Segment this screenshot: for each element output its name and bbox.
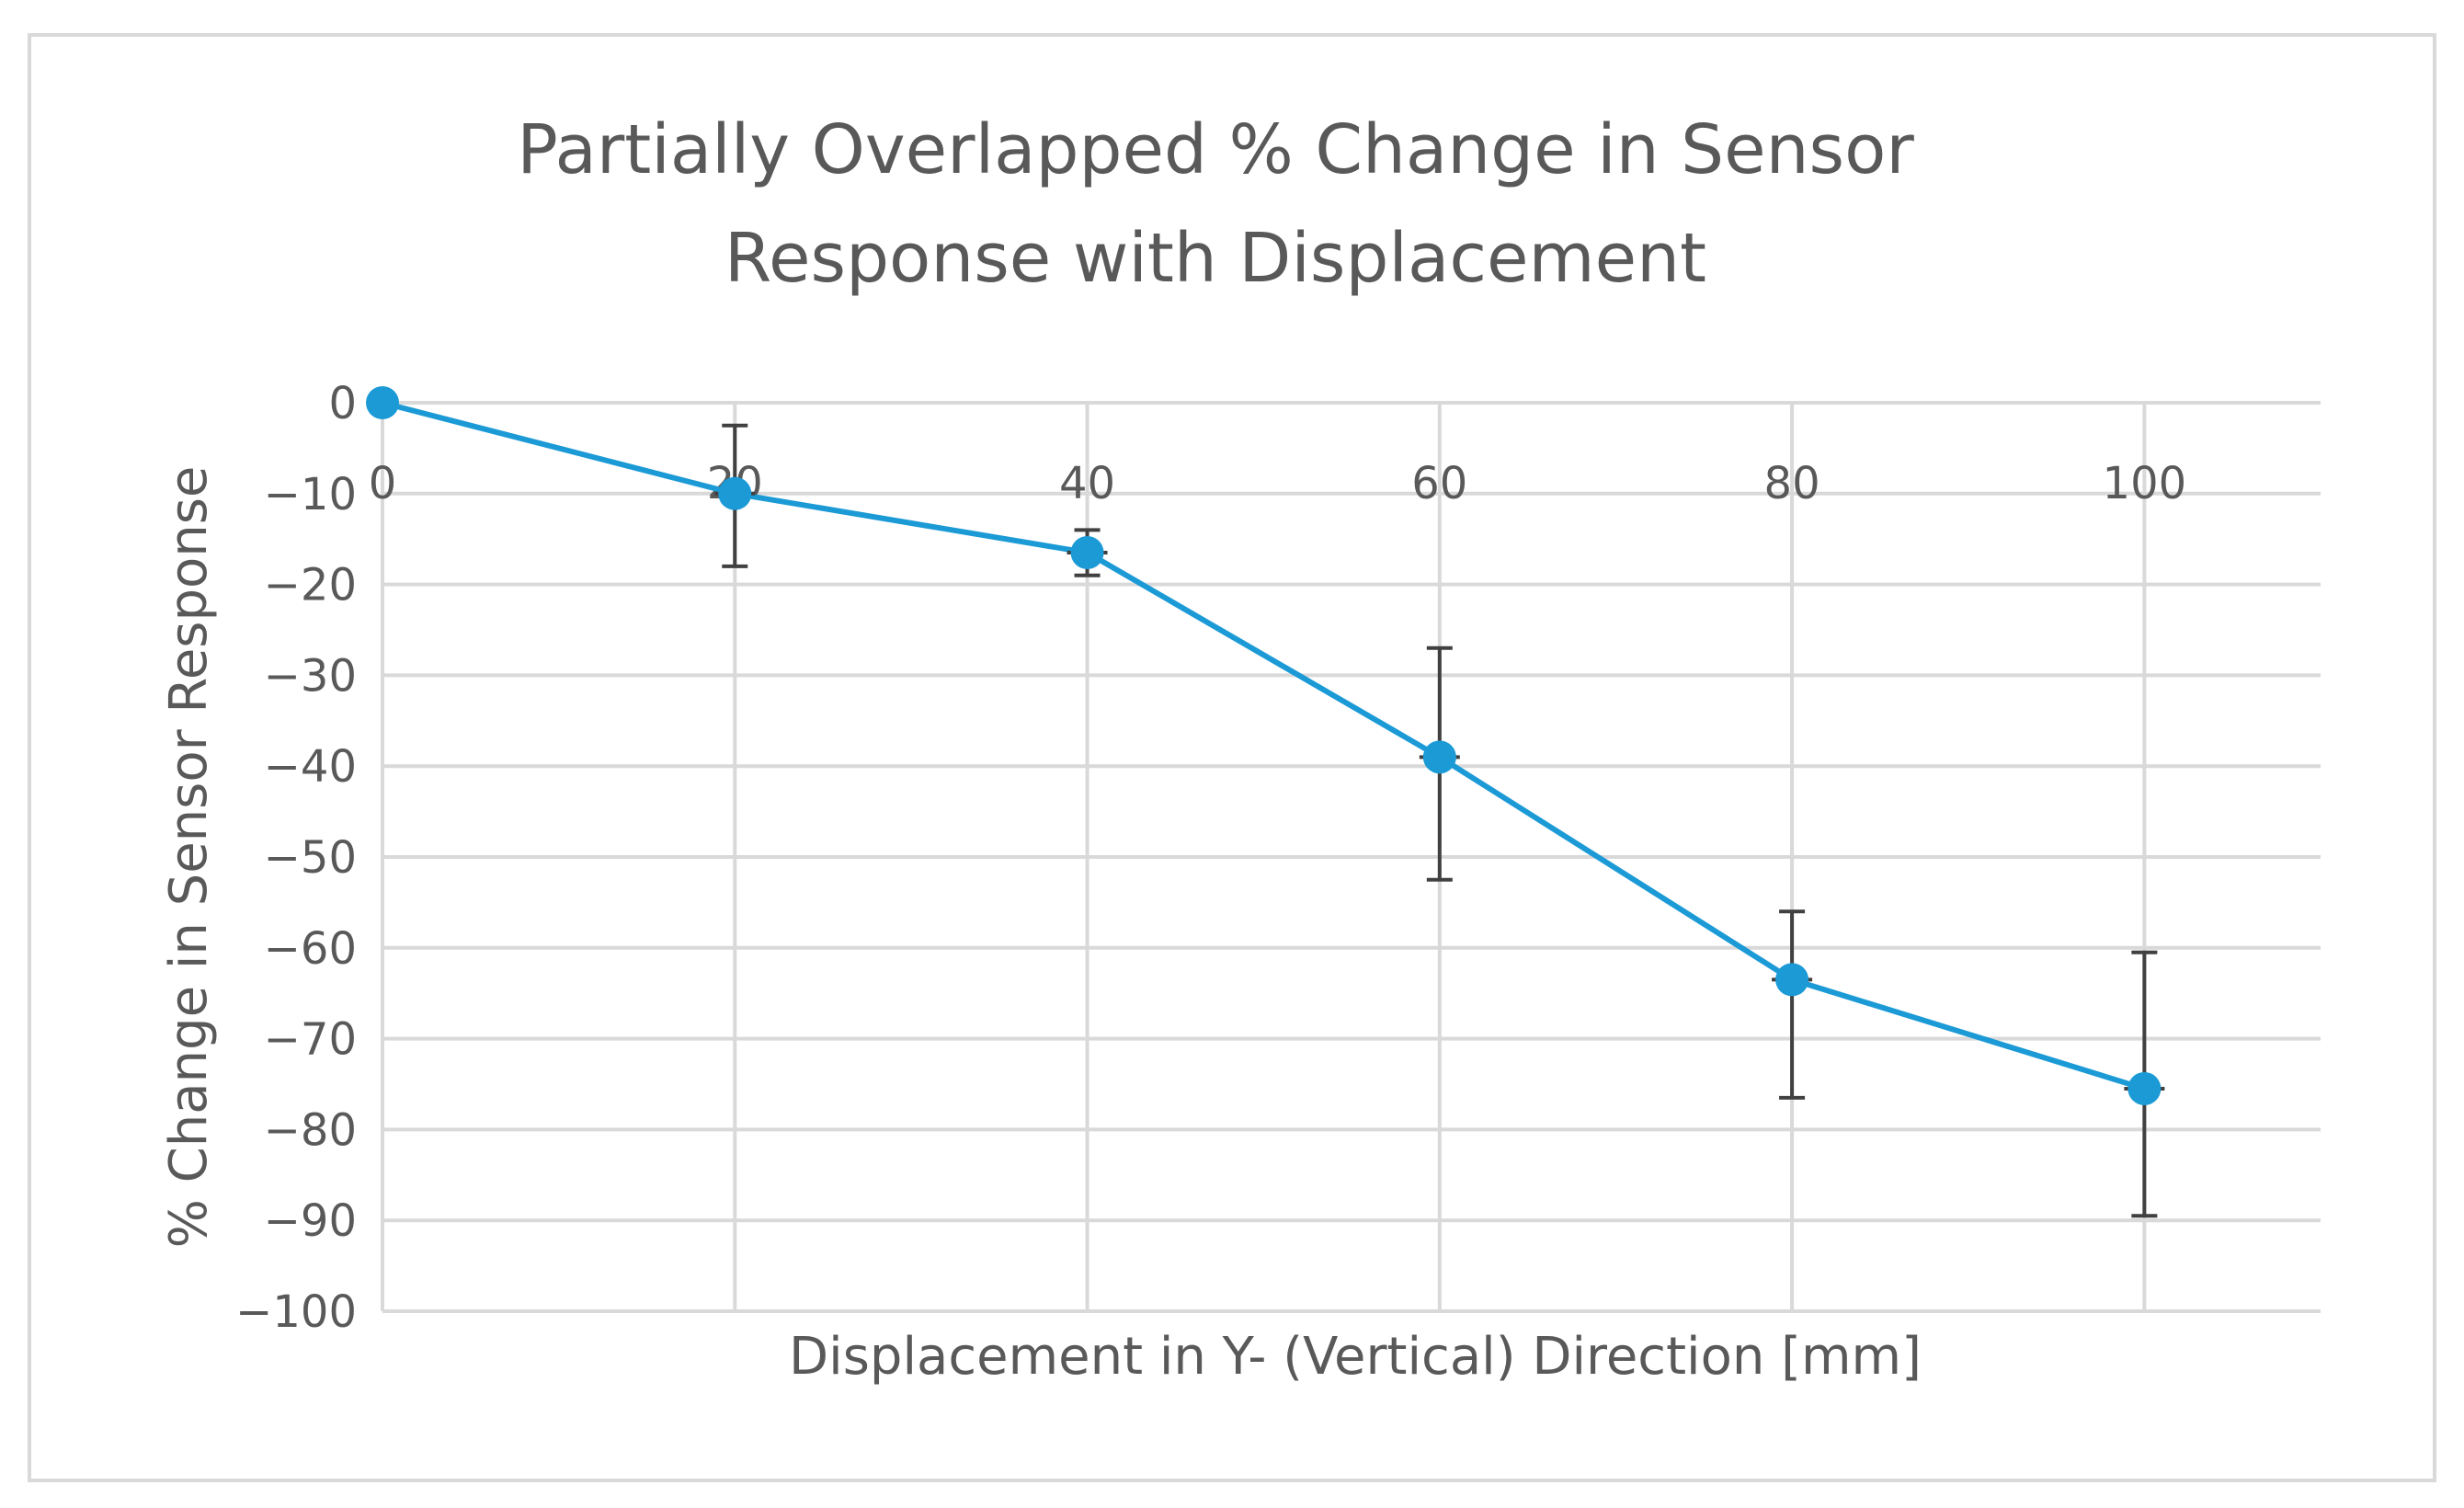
chart-frame: Partially Overlapped % Change in Sensor … xyxy=(28,33,2436,1482)
y-tick-label: −80 xyxy=(264,1104,357,1156)
data-point xyxy=(366,386,399,419)
data-point xyxy=(1070,536,1104,570)
data-point xyxy=(1775,963,1809,997)
y-tick-label: −100 xyxy=(235,1286,357,1338)
y-tick-label: 0 xyxy=(328,378,357,429)
x-tick-label: 80 xyxy=(1764,458,1820,509)
chart-title-line-2: Response with Displacement xyxy=(724,219,1706,298)
chart-title: Partially Overlapped % Change in Sensor … xyxy=(517,110,1914,298)
data-point xyxy=(718,476,752,510)
x-tick-labels: 020406080100 xyxy=(369,458,2186,509)
y-tick-label: −30 xyxy=(264,650,357,702)
y-tick-label: −40 xyxy=(264,741,357,793)
data-markers xyxy=(366,386,2162,1105)
y-tick-label: −50 xyxy=(264,832,357,884)
y-tick-labels: 0 −10 −20 −30 −40 −50 −60 −70 −80 −90 −100 xyxy=(235,378,357,1338)
series-group xyxy=(382,400,2146,1091)
chart-title-line-1: Partially Overlapped % Change in Sensor xyxy=(517,110,1914,189)
x-tick-label: 40 xyxy=(1059,458,1115,509)
chart-svg: Partially Overlapped % Change in Sensor … xyxy=(159,110,2321,1387)
y-tick-label: −20 xyxy=(264,560,357,611)
series-line xyxy=(382,400,2146,1091)
x-axis-title: Displacement in Y- (Vertical) Direction … xyxy=(789,1327,1922,1387)
x-tick-label: 0 xyxy=(369,458,397,509)
data-point xyxy=(1422,740,1456,774)
data-point xyxy=(2127,1071,2162,1105)
y-tick-label: −70 xyxy=(264,1014,357,1066)
x-tick-label: 60 xyxy=(1411,458,1467,509)
y-axis-title: % Change in Sensor Response xyxy=(159,466,219,1249)
y-tick-label: −90 xyxy=(264,1195,357,1247)
x-tick-label: 100 xyxy=(2103,458,2187,509)
y-tick-label: −10 xyxy=(264,469,357,520)
y-tick-label: −60 xyxy=(264,923,357,975)
gridlines xyxy=(382,401,2321,1313)
